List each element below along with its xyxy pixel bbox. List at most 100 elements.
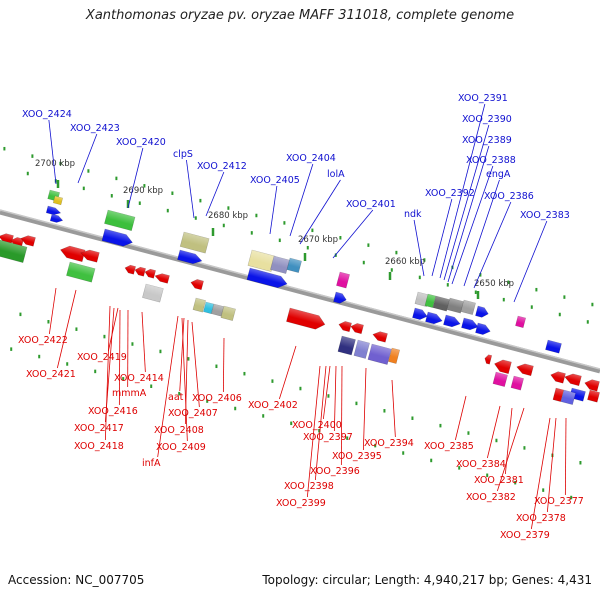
gene-label-minus: XOO_2414 xyxy=(114,373,164,384)
gene-feature xyxy=(192,297,206,313)
gene-feature xyxy=(350,323,364,335)
gene-label-plus: XOO_2401 xyxy=(346,199,396,210)
gene-feature xyxy=(220,305,236,321)
leader-line xyxy=(48,287,57,335)
gene-label-minus: aat xyxy=(168,392,184,403)
scale-label: 2670 kbp xyxy=(298,235,338,245)
gene-feature xyxy=(49,213,64,223)
gene-feature xyxy=(20,235,36,247)
gene-label-plus: XOO_2424 xyxy=(22,109,72,120)
gene-feature xyxy=(516,363,534,377)
leader-line xyxy=(463,179,500,287)
leader-line xyxy=(413,219,425,277)
gene-label-plus: XOO_2420 xyxy=(116,137,166,148)
gene-label-minus: XOO_2417 xyxy=(74,423,124,434)
gene-label-plus: engA xyxy=(486,169,511,180)
gene-label-minus: XOO_2397 xyxy=(303,432,353,443)
leader-line xyxy=(289,163,314,237)
gene-feature xyxy=(337,335,356,356)
leader-line xyxy=(530,417,551,530)
leader-line xyxy=(443,124,490,281)
leader-line xyxy=(56,289,77,369)
leader-line xyxy=(127,147,144,209)
gene-feature xyxy=(0,233,14,245)
gene-label-plus: lolA xyxy=(327,169,345,180)
topology-summary: Topology: circular; Length: 4,940,217 bp… xyxy=(262,573,592,587)
leader-line xyxy=(278,345,297,400)
gene-feature xyxy=(154,273,170,284)
gene-label-minus: infA xyxy=(142,458,161,469)
gene-label-plus: XOO_2391 xyxy=(458,93,508,104)
gene-feature xyxy=(286,307,326,330)
gene-feature xyxy=(564,373,582,387)
leader-line xyxy=(333,365,337,432)
scale-label: 2650 kbp xyxy=(474,279,514,289)
gene-feature xyxy=(475,305,489,318)
scale-label: 2660 kbp xyxy=(385,257,425,267)
gene-feature xyxy=(425,311,443,325)
gene-feature xyxy=(52,195,64,206)
leader-line xyxy=(391,379,396,438)
genome-backbone xyxy=(0,209,600,374)
gene-label-minus: XOO_2379 xyxy=(500,530,550,541)
gene-label-plus: XOO_2386 xyxy=(484,191,534,202)
gene-feature xyxy=(247,249,276,272)
gene-feature xyxy=(587,389,600,403)
gene-label-plus: XOO_2423 xyxy=(70,123,120,134)
leader-line xyxy=(447,145,490,283)
gene-label-minus: mmmA xyxy=(112,388,147,399)
leader-line xyxy=(340,365,343,466)
leader-line xyxy=(179,317,185,392)
accession-text: Accession: NC_007705 xyxy=(8,573,145,587)
gene-label-minus: XOO_2384 xyxy=(456,459,506,470)
leader-line xyxy=(546,417,557,513)
gene-feature xyxy=(353,339,370,359)
gene-label-minus: XOO_2399 xyxy=(276,498,326,509)
gene-label-minus: XOO_2395 xyxy=(332,451,382,462)
gene-label-minus: XOO_2408 xyxy=(154,425,204,436)
gene-label-plus: XOO_2389 xyxy=(462,135,512,146)
gene-feature xyxy=(246,267,288,289)
gene-feature xyxy=(443,314,461,328)
gene-feature xyxy=(0,239,28,263)
leader-line xyxy=(513,220,548,303)
gene-feature xyxy=(142,283,164,303)
leader-line xyxy=(431,198,453,277)
gene-label-plus: XOO_2390 xyxy=(462,114,512,125)
leader-line xyxy=(77,133,98,184)
gene-label-plus: XOO_2388 xyxy=(466,155,516,166)
gene-feature xyxy=(66,261,96,283)
scale-label: 2700 kbp xyxy=(35,159,75,169)
gene-feature xyxy=(545,339,562,354)
gene-label-plus: XOO_2412 xyxy=(197,161,247,172)
gene-feature xyxy=(492,371,508,387)
gene-feature xyxy=(104,209,136,232)
leader-line xyxy=(473,201,512,289)
gene-feature xyxy=(424,293,437,308)
gene-label-minus: XOO_2418 xyxy=(74,441,124,452)
leader-line xyxy=(107,307,119,352)
leader-line xyxy=(439,103,486,279)
leader-line xyxy=(269,185,278,235)
gene-label-minus: XOO_2377 xyxy=(534,496,584,507)
leader-line xyxy=(299,179,341,245)
gene-label-minus: XOO_2381 xyxy=(474,475,524,486)
leader-line xyxy=(186,159,195,219)
leader-line xyxy=(191,321,200,408)
gene-label-minus: XOO_2416 xyxy=(88,406,138,417)
gene-feature xyxy=(550,371,566,384)
gene-feature xyxy=(177,249,203,265)
gene-label-plus: XOO_2405 xyxy=(250,175,300,186)
gene-label-minus: XOO_2422 xyxy=(18,335,68,346)
gene-feature xyxy=(584,379,600,392)
gene-feature xyxy=(338,321,352,333)
leader-line xyxy=(564,417,567,496)
leader-line xyxy=(454,395,467,441)
gene-label-plus: ndk xyxy=(404,209,422,220)
leader-line xyxy=(306,365,321,498)
gene-feature xyxy=(460,299,476,315)
gene-feature xyxy=(124,264,136,275)
gene-feature xyxy=(510,375,524,391)
gene-feature xyxy=(372,331,388,343)
